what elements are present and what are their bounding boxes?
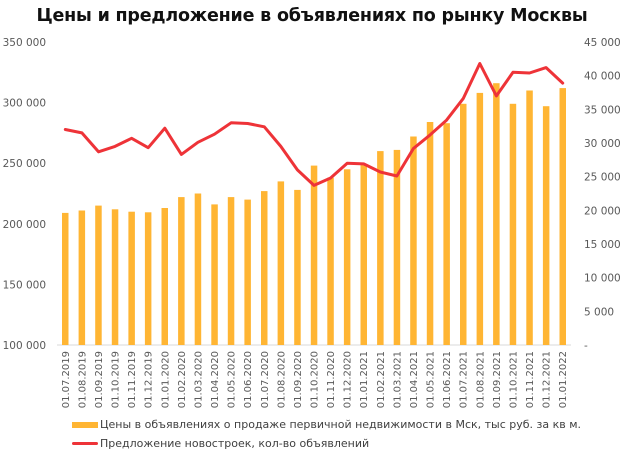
- price-bar: [211, 204, 218, 345]
- price-bar: [476, 92, 484, 346]
- left-axis-tick-label: 250 000: [3, 158, 46, 170]
- price-bar: [410, 136, 417, 345]
- left-axis-tick-label: 300 000: [3, 98, 46, 110]
- price-bar: [559, 88, 566, 345]
- x-axis-tick-label: 01.09.2021: [492, 351, 503, 408]
- x-axis-tick-label: 01.01.2021: [359, 351, 370, 408]
- price-bar: [493, 83, 500, 345]
- right-axis-ticks: 45 000 40 000 35 000 30 000 25 000 20 000 15 0…: [584, 37, 621, 352]
- chart-title: Цены и предложение в объявлениях по рынк…: [36, 6, 588, 26]
- right-axis-tick-label: 15 000: [584, 239, 621, 251]
- right-axis-tick-label: 45 000: [584, 37, 621, 49]
- price-bar: [343, 169, 351, 345]
- x-axis-tick-label: 01.07.2019: [61, 351, 72, 408]
- price-bar: [95, 205, 102, 345]
- x-axis-tick-label: 01.06.2021: [442, 351, 453, 408]
- x-axis-tick-label: 01.05.2020: [227, 351, 238, 408]
- price-bar: [227, 197, 235, 345]
- price-bar: [161, 208, 168, 345]
- legend-item-supply: Предложение новостроек, кол-во объявлени…: [72, 437, 369, 450]
- legend-label-prices: Цены в объявлениях о продаже первичной н…: [100, 418, 582, 431]
- price-bar: [526, 90, 533, 345]
- x-axis-tick-label: 01.01.2020: [160, 351, 171, 408]
- price-bar: [78, 210, 86, 345]
- price-bar: [542, 106, 550, 345]
- x-axis-tick-label: 01.08.2019: [77, 351, 88, 408]
- price-bars: [62, 83, 566, 346]
- price-bar: [393, 149, 401, 345]
- legend-label-supply: Предложение новостроек, кол-во объявлени…: [100, 437, 370, 450]
- price-bar: [261, 191, 268, 345]
- right-axis-tick-label: 25 000: [584, 172, 621, 184]
- x-axis-tick-label: 01.09.2019: [94, 351, 105, 408]
- x-axis-tick-label: 01.08.2021: [475, 351, 486, 408]
- price-bar: [144, 212, 152, 345]
- x-axis-tick-label: 01.01.2022: [558, 351, 569, 408]
- right-axis-tick-label: 30 000: [584, 138, 621, 150]
- right-axis-tick-label: 35 000: [584, 104, 621, 116]
- x-axis-tick-label: 01.10.2019: [111, 351, 122, 408]
- x-axis-tick-label: 01.11.2021: [525, 351, 536, 408]
- x-axis-tick-label: 01.10.2020: [310, 351, 321, 408]
- x-axis-tick-label: 01.12.2021: [542, 351, 553, 408]
- left-axis-tick-label: 150 000: [3, 279, 46, 291]
- x-axis-tick-label: 01.07.2020: [260, 351, 271, 408]
- x-axis-tick-label: 01.11.2020: [326, 351, 337, 408]
- left-axis-tick-label: 200 000: [3, 219, 46, 231]
- x-axis-tick-label: 01.04.2020: [210, 351, 221, 408]
- left-axis-tick-label: 350 000: [3, 37, 46, 49]
- x-axis-tick-label: 01.09.2020: [293, 351, 304, 408]
- legend-bar-swatch-icon: [72, 421, 98, 428]
- left-axis-tick-label: 100 000: [3, 340, 46, 352]
- x-axis-tick-label: 01.04.2021: [409, 351, 420, 408]
- price-bar: [509, 103, 517, 345]
- price-bar: [178, 197, 185, 345]
- x-axis-tick-label: 01.11.2019: [127, 351, 138, 408]
- right-axis-tick-label: -: [584, 340, 588, 352]
- legend-line-swatch-icon: [72, 442, 98, 445]
- legend-item-prices: Цены в объявлениях о продаже первичной н…: [72, 418, 581, 431]
- x-axis-tick-label: 01.08.2020: [276, 351, 287, 408]
- price-bar: [310, 165, 318, 345]
- price-bar: [360, 165, 367, 345]
- x-axis-tick-label: 01.07.2021: [459, 351, 470, 408]
- price-bar: [377, 151, 384, 345]
- price-bar: [460, 103, 467, 345]
- x-axis-tick-label: 01.02.2021: [376, 351, 387, 408]
- right-axis-tick-label: 5 000: [584, 306, 614, 318]
- left-axis-ticks: 350 000 300 000 250 000 200 000 150 000 100 0…: [3, 37, 46, 352]
- x-axis-tick-label: 01.12.2019: [144, 351, 155, 408]
- price-bar: [62, 212, 69, 345]
- right-axis-tick-label: 40 000: [584, 71, 621, 83]
- right-axis-tick-label: 10 000: [584, 273, 621, 285]
- x-axis-tick-label: 01.06.2020: [243, 351, 254, 408]
- price-bar: [426, 122, 434, 345]
- price-bar: [194, 193, 202, 345]
- price-bar: [128, 211, 135, 345]
- price-bar: [244, 199, 251, 345]
- price-bar: [327, 177, 334, 345]
- x-axis-tick-label: 01.02.2020: [177, 351, 188, 408]
- right-axis-tick-label: 20 000: [584, 205, 621, 217]
- price-bar: [294, 189, 301, 345]
- price-bar: [111, 209, 119, 345]
- price-bar: [277, 181, 285, 345]
- x-axis-tick-label: 01.03.2020: [193, 351, 204, 408]
- price-bar: [443, 123, 450, 345]
- x-axis-tick-label: 01.10.2021: [509, 351, 520, 408]
- supply-line: [63, 62, 565, 187]
- x-axis-tick-label: 01.03.2021: [392, 351, 403, 408]
- x-axis-tick-label: 01.12.2020: [343, 351, 354, 408]
- x-axis-tick-label: 01.05.2021: [426, 351, 437, 408]
- x-axis-ticks: 01.07.2019 01.08.2019 01.09.2019 01.10.2019…: [61, 351, 569, 408]
